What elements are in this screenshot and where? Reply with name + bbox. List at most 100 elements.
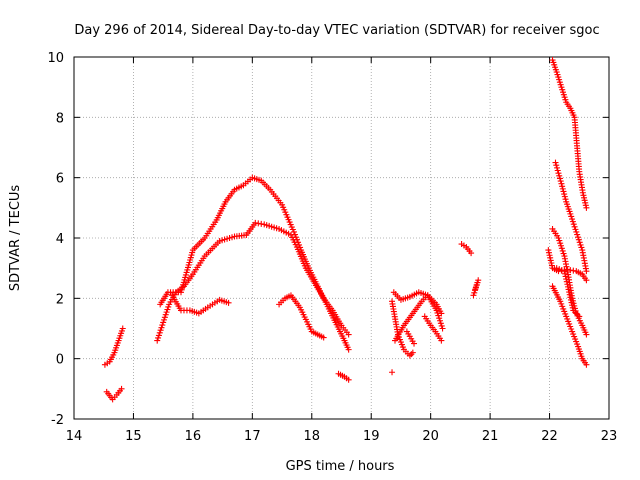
data-point (556, 172, 563, 179)
data-point (225, 299, 232, 306)
data-point (557, 240, 564, 247)
data-point (570, 221, 577, 228)
data-point (556, 237, 563, 244)
data-point (555, 235, 562, 241)
data-point (563, 276, 570, 283)
data-point (558, 245, 565, 252)
data-point (291, 231, 298, 238)
data-point (556, 266, 563, 273)
data-point (562, 273, 569, 280)
data-point (545, 247, 552, 254)
x-tick-label: 20 (422, 429, 439, 444)
data-point (290, 228, 297, 235)
data-point (565, 286, 572, 293)
data-point (559, 247, 566, 254)
x-tick-label: 23 (601, 429, 618, 444)
data-point (563, 278, 570, 285)
data-point (435, 312, 442, 319)
data-point (547, 257, 554, 264)
data-point (554, 167, 561, 174)
data-point (165, 303, 172, 310)
data-point (561, 268, 568, 275)
data-point (164, 306, 171, 313)
data-point (438, 322, 445, 329)
data-point (297, 244, 304, 251)
data-point (561, 193, 568, 200)
data-point (572, 226, 579, 233)
data-point (545, 249, 552, 256)
data-point (296, 241, 303, 248)
data-point (159, 322, 166, 329)
data-point (583, 268, 590, 275)
data-point (409, 349, 416, 356)
data-point (559, 185, 566, 192)
data-point (294, 236, 301, 243)
data-points (101, 57, 590, 403)
data-point (437, 320, 444, 327)
data-point (162, 311, 169, 318)
data-point (468, 250, 475, 257)
data-point (556, 175, 563, 182)
data-point (345, 376, 352, 383)
data-point (564, 281, 571, 288)
x-tick-label: 15 (125, 429, 142, 444)
data-point (553, 162, 560, 169)
data-point (436, 315, 443, 322)
x-tick-label: 22 (541, 429, 558, 444)
data-point (163, 309, 170, 316)
x-axis-label: GPS time / hours (286, 459, 395, 474)
data-point (118, 385, 125, 392)
y-axis-label: SDTVAR / TECUs (8, 185, 23, 292)
data-point (558, 242, 565, 249)
data-point (558, 180, 565, 187)
x-tick-label: 19 (363, 429, 380, 444)
data-point (292, 234, 299, 241)
data-point (438, 337, 445, 344)
data-point (561, 191, 568, 198)
data-point (557, 178, 564, 185)
data-point (562, 196, 569, 203)
data-point (548, 259, 555, 266)
data-point (411, 340, 418, 347)
data-point (569, 216, 576, 223)
data-point (345, 346, 352, 353)
data-point (578, 244, 585, 251)
y-tick-label: 0 (56, 353, 64, 368)
data-point (573, 228, 580, 235)
y-tick-label: 2 (56, 292, 64, 307)
y-tick-label: 4 (56, 232, 64, 247)
data-point (568, 213, 575, 220)
data-point (553, 164, 560, 171)
data-point (555, 170, 562, 177)
axis-ticks: 14 15 16 17 18 19 20 21 22 23 -2 0 2 4 6 8 10 (47, 51, 617, 444)
data-point (575, 234, 582, 241)
data-point (558, 267, 565, 274)
y-tick-label: 10 (47, 51, 64, 66)
data-point (408, 351, 415, 358)
data-point (547, 254, 554, 261)
data-point (562, 270, 569, 277)
data-point (576, 239, 583, 246)
y-tick-label: 6 (56, 172, 64, 187)
data-point (155, 332, 162, 339)
data-point (575, 236, 582, 243)
data-point (161, 314, 168, 321)
x-tick-label: 16 (185, 429, 202, 444)
data-point (567, 210, 574, 217)
data-point (158, 324, 165, 331)
data-point (583, 277, 590, 284)
data-point (566, 291, 573, 298)
data-point (157, 327, 164, 334)
data-point (345, 331, 352, 338)
data-point (568, 299, 575, 306)
data-point (567, 294, 574, 301)
data-point (583, 204, 590, 211)
x-tick-label: 21 (482, 429, 499, 444)
x-tick-label: 18 (304, 429, 321, 444)
data-point (156, 329, 163, 336)
grid (74, 57, 609, 419)
x-tick-label: 17 (244, 429, 261, 444)
data-point (564, 283, 571, 290)
data-point (566, 289, 573, 296)
